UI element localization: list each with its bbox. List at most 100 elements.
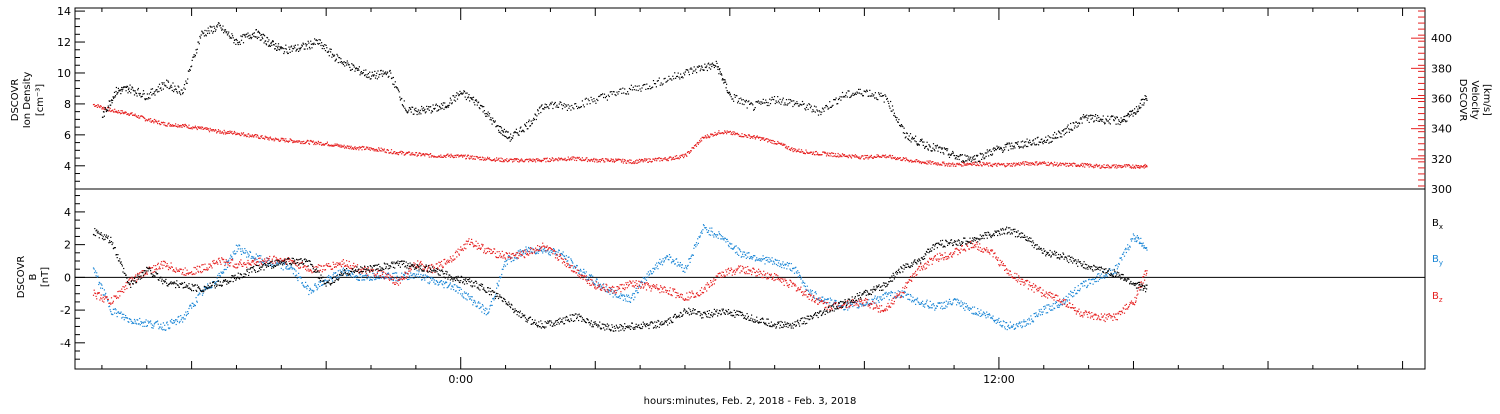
density-point bbox=[206, 35, 207, 36]
density-point bbox=[1105, 123, 1106, 124]
by-point bbox=[800, 279, 801, 280]
density-point bbox=[992, 154, 993, 155]
density-point bbox=[840, 96, 841, 97]
density-point bbox=[968, 159, 969, 160]
density-point bbox=[414, 109, 415, 110]
velocity-point bbox=[1003, 163, 1004, 164]
density-point bbox=[779, 102, 780, 103]
density-point bbox=[923, 142, 924, 143]
velocity-point bbox=[361, 149, 362, 150]
by-point bbox=[549, 254, 550, 255]
by-point bbox=[731, 248, 732, 249]
density-point bbox=[241, 40, 242, 41]
by-point bbox=[193, 306, 194, 307]
by-point bbox=[738, 247, 739, 248]
velocity-point bbox=[974, 164, 975, 165]
density-point bbox=[432, 111, 433, 112]
density-point bbox=[552, 108, 553, 109]
density-point bbox=[1136, 106, 1137, 107]
velocity-point bbox=[575, 158, 576, 159]
by-point bbox=[668, 259, 669, 260]
density-point bbox=[115, 91, 116, 92]
density-point bbox=[416, 111, 417, 112]
by-point bbox=[458, 292, 459, 293]
by-point bbox=[362, 275, 363, 276]
density-point bbox=[368, 73, 369, 74]
by-point bbox=[956, 304, 957, 305]
velocity-point bbox=[591, 159, 592, 160]
density-point bbox=[128, 88, 129, 89]
velocity-point bbox=[493, 160, 494, 161]
by-point bbox=[583, 272, 584, 273]
by-point bbox=[786, 268, 787, 269]
velocity-point bbox=[256, 136, 257, 137]
velocity-point bbox=[1096, 164, 1097, 165]
density-point bbox=[373, 75, 374, 76]
density-point bbox=[1069, 132, 1070, 133]
by-point bbox=[389, 277, 390, 278]
velocity-point bbox=[616, 160, 617, 161]
velocity-point bbox=[854, 156, 855, 157]
density-point bbox=[569, 106, 570, 107]
density-point bbox=[252, 34, 253, 35]
by-point bbox=[470, 298, 471, 299]
velocity-point bbox=[943, 162, 944, 163]
by-point bbox=[635, 290, 636, 291]
velocity-point bbox=[1018, 164, 1019, 165]
density-point bbox=[887, 98, 888, 99]
density-point bbox=[639, 85, 640, 86]
velocity-point bbox=[1108, 165, 1109, 166]
velocity-point bbox=[606, 159, 607, 160]
density-point bbox=[706, 66, 707, 67]
by-point bbox=[297, 278, 298, 279]
velocity-point bbox=[150, 118, 151, 119]
velocity-point bbox=[257, 135, 258, 136]
by-point bbox=[645, 279, 646, 280]
density-point bbox=[104, 116, 105, 117]
by-point bbox=[158, 324, 159, 325]
by-point bbox=[624, 296, 625, 297]
density-point bbox=[760, 101, 761, 102]
density-point bbox=[1044, 140, 1045, 141]
by-point bbox=[972, 307, 973, 308]
by-point bbox=[396, 272, 397, 273]
density-point bbox=[1119, 124, 1120, 125]
velocity-point bbox=[288, 142, 289, 143]
velocity-point bbox=[110, 108, 111, 109]
density-point bbox=[1119, 121, 1120, 122]
by-point bbox=[962, 304, 963, 305]
by-point bbox=[812, 290, 813, 291]
velocity-point bbox=[424, 154, 425, 155]
density-point bbox=[1050, 137, 1051, 138]
density-point bbox=[981, 159, 982, 160]
density-point bbox=[429, 110, 430, 111]
velocity-point bbox=[1051, 162, 1052, 163]
by-point bbox=[289, 268, 290, 269]
by-point bbox=[656, 267, 657, 268]
by-point bbox=[1060, 304, 1061, 305]
by-point bbox=[1044, 306, 1045, 307]
by-point bbox=[912, 297, 913, 298]
density-point bbox=[200, 37, 201, 38]
density-point bbox=[130, 85, 131, 86]
by-point bbox=[142, 322, 143, 323]
by-point bbox=[727, 241, 728, 242]
by-point bbox=[1070, 291, 1071, 292]
by-point bbox=[93, 267, 94, 268]
density-point bbox=[505, 136, 506, 137]
density-point bbox=[634, 89, 635, 90]
by-point bbox=[779, 266, 780, 267]
by-point bbox=[249, 255, 250, 256]
by-point bbox=[220, 276, 221, 277]
density-point bbox=[942, 148, 943, 149]
velocity-point bbox=[1101, 167, 1102, 168]
by-point bbox=[550, 250, 551, 251]
density-point bbox=[773, 99, 774, 100]
density-point bbox=[298, 51, 299, 52]
velocity-point bbox=[946, 163, 947, 164]
velocity-point bbox=[466, 158, 467, 159]
velocity-point bbox=[474, 156, 475, 157]
density-point bbox=[660, 85, 661, 86]
density-point bbox=[628, 93, 629, 94]
density-point bbox=[821, 112, 822, 113]
